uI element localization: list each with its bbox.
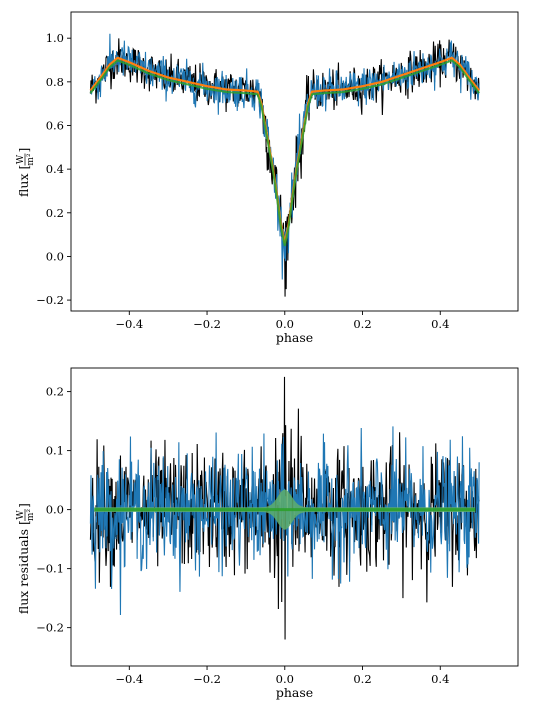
bottom-y-tick-label: −0.2 (36, 621, 64, 635)
top-y-unit-den: m² (26, 153, 36, 166)
top-y-unit-bracket-open: [ (16, 165, 31, 170)
bottom-y-ticks: −0.2 −0.1 0.0 0.1 0.2 (36, 385, 71, 635)
top-x-tick-label: −0.2 (193, 317, 221, 331)
bottom-x-tick-label: −0.2 (193, 672, 221, 686)
top-y-tick-label: 0.4 (46, 162, 64, 176)
bottom-y-tick-label: 0.1 (46, 444, 64, 458)
bottom-panel: −0.4 −0.2 0.0 0.2 0.4 −0.2 −0.1 0.0 0.1 0.2 phas… (16, 367, 519, 700)
top-axes-frame (70, 11, 519, 312)
top-y-axis-label-group: flux [ W m² ] (16, 148, 36, 197)
bottom-x-tick-label: 0.4 (431, 672, 449, 686)
top-y-tick-label: 0.0 (46, 249, 64, 263)
top-y-tick-label: 0.8 (46, 75, 64, 89)
top-y-tick-label: 0.2 (46, 206, 64, 220)
top-x-tick-label: 0.2 (353, 317, 371, 331)
top-y-ticks: −0.2 0.0 0.2 0.4 0.6 0.8 1.0 (36, 31, 71, 307)
bottom-y-tick-label: −0.1 (36, 562, 64, 576)
bottom-axes-frame (70, 367, 519, 667)
top-y-unit-bracket-close: ] (16, 148, 31, 153)
bottom-y-unit-bracket-close: ] (16, 503, 31, 508)
bottom-y-tick-label: 0.2 (46, 385, 64, 399)
bottom-x-tick-label: −0.4 (115, 672, 143, 686)
bottom-plot-area (89, 376, 480, 640)
top-panel: −0.4 −0.2 0.0 0.2 0.4 −0.2 0.0 0.2 0.4 0.6 0.8 1.0… (16, 11, 519, 345)
top-x-ticks: −0.4 −0.2 0.0 0.2 0.4 (115, 311, 449, 331)
bottom-y-unit-bracket-open: [ (16, 520, 31, 525)
bottom-y-axis-label: flux residuals (16, 529, 31, 614)
bottom-y-unit-num: W (16, 510, 26, 520)
bottom-y-axis-label-group: flux residuals [ W m² ] (16, 503, 36, 614)
bottom-y-unit-den: m² (26, 509, 36, 522)
top-plot-area (89, 33, 481, 297)
top-model-mean-line (89, 59, 480, 247)
top-x-tick-label: 0.0 (276, 317, 294, 331)
top-x-tick-label: 0.4 (431, 317, 449, 331)
bottom-y-tick-label: 0.0 (46, 503, 64, 517)
top-y-tick-label: −0.2 (36, 293, 64, 307)
top-y-tick-label: 0.6 (46, 118, 64, 132)
top-x-axis-label: phase (276, 330, 313, 345)
bottom-x-axis-label: phase (276, 685, 313, 700)
top-y-axis-label: flux (16, 174, 31, 197)
top-x-tick-label: −0.4 (115, 317, 143, 331)
bottom-x-tick-label: 0.2 (353, 672, 371, 686)
bottom-x-tick-label: 0.0 (276, 672, 294, 686)
top-y-tick-label: 1.0 (46, 31, 64, 45)
bottom-x-ticks: −0.4 −0.2 0.0 0.2 0.4 (115, 666, 449, 686)
top-y-unit-num: W (16, 154, 26, 164)
